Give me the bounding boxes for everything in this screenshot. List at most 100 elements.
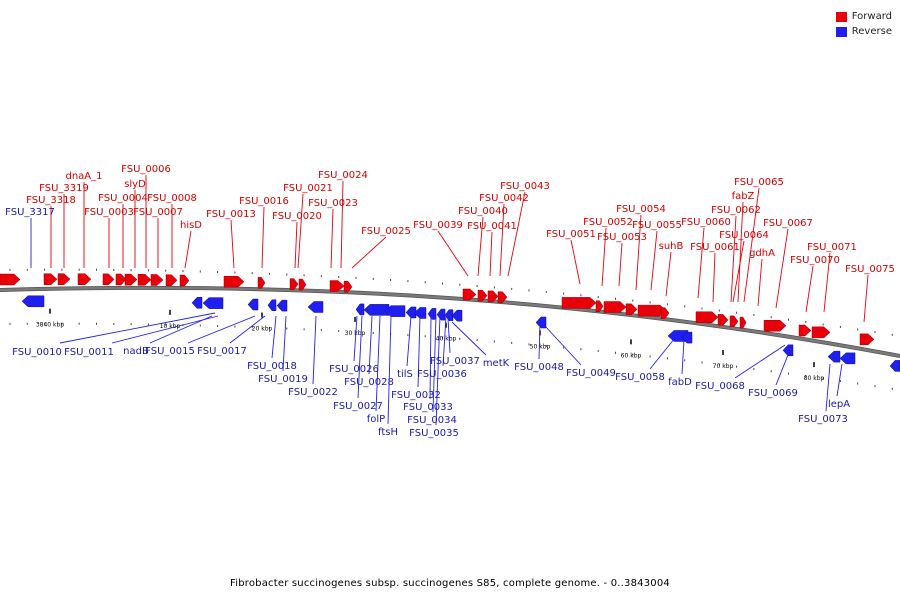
reverse-gene-arrow [247, 298, 259, 311]
scale-label: 70 kbp [713, 363, 734, 370]
forward-gene-arrow [115, 273, 127, 286]
forward-gene-label: FSU_0053 [597, 232, 647, 243]
forward-gene-arrow [150, 274, 164, 286]
scale-label: 30 kbp [345, 330, 366, 337]
forward-gene-arrow [859, 333, 875, 346]
forward-gene-label: FSU_0007 [133, 207, 183, 218]
reverse-gene-label: nadB [123, 346, 149, 357]
reverse-gene-label: FSU_3317 [5, 207, 55, 218]
reverse-gene-arrow [889, 360, 900, 372]
forward-gene-arrow [137, 274, 152, 286]
reverse-leader-line [825, 363, 831, 412]
forward-leader-line [743, 187, 760, 303]
scale-label: 10 kbp [160, 323, 181, 330]
reverse-leader-line [111, 315, 219, 344]
figure-caption: Fibrobacter succinogenes subsp. succinog… [230, 578, 670, 589]
reverse-gene-label: FSU_0049 [566, 368, 616, 379]
forward-gene-label: suhB [659, 241, 684, 252]
forward-gene-label: FSU_0070 [790, 255, 840, 266]
scale-label: 3840 kbp [36, 322, 64, 329]
reverse-leader-line [435, 315, 441, 426]
forward-gene-label: FSU_0064 [719, 230, 769, 241]
forward-gene-label: FSU_0016 [239, 196, 289, 207]
reverse-gene-arrow [782, 344, 794, 357]
forward-gene-arrow [57, 273, 71, 285]
forward-leader-line [570, 239, 581, 285]
scale-label: 60 kbp [621, 352, 642, 359]
reverse-gene-arrow [191, 297, 203, 309]
forward-leader-line [712, 252, 716, 303]
reverse-gene-arrow [267, 299, 277, 312]
reverse-gene-arrow [355, 303, 365, 316]
forward-leader-line [294, 221, 298, 269]
reverse-gene-label: FSU_0048 [514, 362, 564, 373]
reverse-leader-line [538, 323, 541, 360]
reverse-gene-label: FSU_0027 [333, 401, 383, 412]
forward-swatch [835, 11, 847, 22]
forward-gene-label: FSU_0043 [500, 181, 550, 192]
reverse-gene-label: metK [483, 358, 510, 369]
forward-gene-arrow [717, 314, 729, 326]
forward-gene-label: hisD [180, 220, 202, 231]
reverse-leader-line [387, 315, 392, 425]
reverse-gene-arrow [681, 331, 693, 344]
reverse-leader-line [836, 363, 843, 397]
forward-gene-arrow [477, 289, 488, 302]
forward-gene-label: FSU_0052 [583, 217, 633, 228]
forward-gene-arrow [165, 274, 178, 286]
forward-gene-arrow [0, 273, 21, 286]
reverse-leader-line [271, 315, 277, 359]
legend-reverse: Reverse [835, 24, 892, 39]
forward-gene-arrow [329, 280, 345, 292]
reverse-gene-label: FSU_0019 [258, 374, 308, 385]
forward-gene-label: FSU_0055 [632, 220, 682, 231]
reverse-gene-label: fabD [668, 377, 692, 388]
forward-leader-line [230, 219, 235, 269]
forward-leader-line [730, 215, 737, 303]
forward-gene-label: FSU_0004 [98, 193, 148, 204]
reverse-gene-arrow [405, 306, 417, 319]
forward-gene-arrow [298, 278, 307, 291]
forward-gene-arrow [102, 273, 115, 286]
reverse-leader-line [417, 315, 421, 388]
reverse-gene-label: FSU_0010 [12, 347, 62, 358]
reverse-gene-arrow [384, 305, 406, 317]
forward-gene-label: FSU_0054 [616, 204, 666, 215]
reverse-gene-label: FSU_0011 [64, 347, 114, 358]
forward-gene-arrow [811, 326, 831, 339]
reverse-gene-label: folP [367, 414, 385, 425]
reverse-gene-arrow [202, 297, 224, 309]
forward-gene-label: FSU_0042 [479, 193, 529, 204]
reverse-leader-line [734, 344, 786, 379]
reverse-gene-label: FSU_0033 [403, 402, 453, 413]
reverse-gene-arrow [827, 350, 841, 363]
backbone [0, 286, 900, 358]
forward-gene-label: FSU_0075 [845, 264, 895, 275]
forward-leader-line [665, 251, 672, 297]
forward-gene-label: dnaA_1 [65, 171, 102, 182]
forward-leader-line [823, 252, 831, 313]
legend-forward: Forward [835, 9, 892, 24]
legend-forward-label: Forward [851, 11, 892, 22]
forward-gene-arrow [625, 303, 638, 316]
forward-gene-arrow [729, 315, 739, 328]
reverse-leader-line [432, 315, 437, 413]
reverse-gene-label: FSU_0035 [409, 428, 459, 439]
forward-gene-arrow [343, 281, 353, 293]
forward-gene-label: FSU_0051 [546, 229, 596, 240]
forward-gene-label: FSU_3319 [39, 183, 89, 194]
forward-gene-label: FSU_0039 [413, 220, 463, 231]
forward-gene-arrow [798, 324, 812, 337]
reverse-gene-label: FSU_0037 [430, 356, 480, 367]
scale-label: 40 kbp [436, 336, 457, 343]
reverse-gene-label: FSU_0018 [247, 361, 297, 372]
forward-gene-arrow [77, 273, 92, 285]
forward-gene-arrow [595, 300, 604, 312]
reverse-leader-line [681, 339, 685, 375]
reverse-leader-line [544, 325, 582, 366]
reverse-gene-arrow [307, 301, 324, 313]
forward-gene-arrow [289, 278, 299, 290]
forward-gene-arrow [561, 297, 597, 309]
reverse-leader-line [282, 315, 287, 372]
